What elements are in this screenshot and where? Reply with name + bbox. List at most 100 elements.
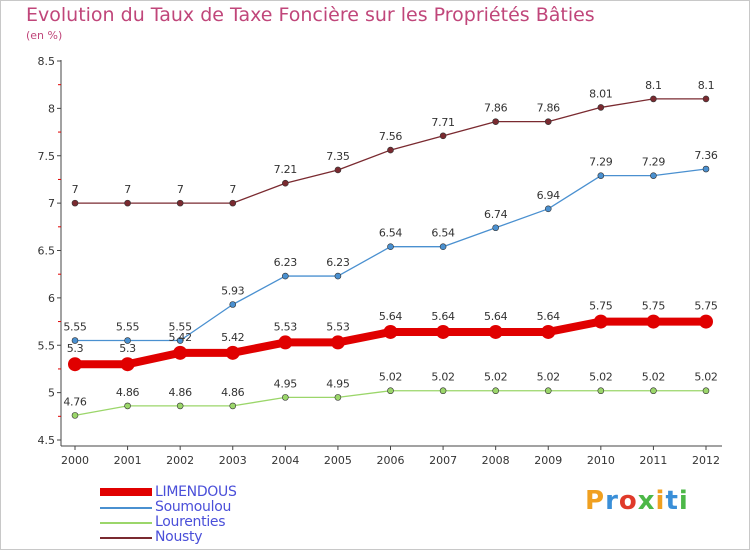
data-label-nousty: 7: [124, 183, 131, 196]
legend-label-limendous: LIMENDOUS: [155, 484, 237, 500]
data-label-soumoulou: 6.54: [379, 227, 403, 240]
data-label-lourenties: 4.95: [274, 377, 298, 390]
data-label-nousty: 8.1: [698, 79, 715, 92]
x-tick-label: 2006: [377, 454, 405, 467]
data-point-lourenties: [124, 402, 131, 410]
data-point-soumoulou: [176, 337, 184, 344]
data-point-lourenties: [282, 394, 289, 401]
data-label-limendous: 5.75: [694, 300, 718, 313]
y-tick-label: 8.5: [38, 55, 56, 68]
data-point-soumoulou: [334, 272, 342, 280]
data-point-lourenties: [229, 402, 237, 410]
data-point-nousty: [492, 118, 499, 125]
data-label-lourenties: 4.95: [326, 377, 350, 390]
data-label-nousty: 8.01: [589, 87, 612, 100]
data-label-soumoulou: 7.29: [589, 156, 613, 169]
legend-swatch-limendous: [100, 488, 152, 496]
data-label-nousty: 7.71: [431, 116, 454, 129]
data-label-soumoulou: 5.55: [116, 321, 140, 334]
data-label-soumoulou: 7.29: [642, 156, 666, 169]
data-point-soumoulou: [597, 172, 605, 179]
legend-swatch-lourenties: [100, 522, 152, 524]
legend-swatch-nousty: [100, 537, 152, 539]
data-label-nousty: 7: [177, 183, 184, 196]
data-point-lourenties: [597, 387, 605, 395]
data-point-nousty: [334, 166, 342, 174]
data-point-soumoulou: [71, 337, 79, 344]
y-tick-label: 4.5: [38, 434, 56, 447]
data-label-limendous: 5.42: [221, 331, 244, 344]
data-label-lourenties: 5.02: [484, 371, 507, 384]
data-label-soumoulou: 7.36: [694, 149, 718, 162]
data-point-soumoulou: [492, 224, 499, 232]
legend-swatch-soumoulou: [100, 507, 152, 509]
data-label-lourenties: 5.02: [379, 371, 402, 384]
data-point-soumoulou: [387, 243, 394, 251]
unit-label: (en %): [26, 29, 63, 42]
data-label-limendous: 5.3: [119, 342, 136, 355]
data-label-lourenties: 5.02: [589, 371, 612, 384]
logo-letter: i: [678, 486, 689, 516]
data-point-limendous: [278, 335, 293, 350]
data-label-lourenties: 5.02: [537, 371, 560, 384]
data-point-soumoulou: [702, 165, 710, 173]
data-point-lourenties: [176, 402, 184, 410]
data-point-lourenties: [439, 387, 447, 395]
data-point-nousty: [176, 199, 184, 207]
data-label-soumoulou: 6.23: [326, 256, 350, 269]
data-point-nousty: [229, 199, 237, 207]
x-tick-label: 2005: [324, 454, 352, 467]
data-label-limendous: 5.53: [274, 320, 298, 333]
x-tick-label: 2009: [534, 454, 562, 467]
data-point-limendous: [436, 324, 451, 339]
x-tick-label: 2004: [271, 454, 299, 467]
data-point-nousty: [597, 104, 605, 111]
data-label-nousty: 7.56: [379, 130, 403, 143]
y-tick-label: 5.5: [38, 339, 56, 352]
x-tick-label: 2012: [692, 454, 720, 467]
data-point-lourenties: [334, 394, 342, 401]
data-point-lourenties: [71, 412, 79, 419]
y-tick-label: 8: [48, 102, 55, 115]
logo-letter: x: [637, 486, 656, 516]
y-tick-label: 7: [48, 197, 55, 210]
data-point-limendous: [330, 335, 345, 350]
logo-letter: o: [618, 486, 638, 516]
data-point-nousty: [387, 146, 394, 154]
data-label-lourenties: 5.02: [431, 371, 454, 384]
logo-letter: t: [665, 486, 679, 516]
proxiti-logo: Proxiti: [585, 486, 689, 516]
chart-title: Evolution du Taux de Taxe Foncière sur l…: [26, 4, 595, 26]
y-tick-label: 7.5: [38, 150, 56, 163]
data-label-nousty: 8.1: [645, 79, 662, 92]
data-label-limendous: 5.64: [484, 310, 508, 323]
x-tick-label: 2000: [61, 454, 89, 467]
data-point-nousty: [544, 118, 552, 125]
data-point-lourenties: [702, 387, 710, 395]
data-label-soumoulou: 6.74: [484, 208, 508, 221]
y-tick-label: 6: [48, 292, 55, 305]
data-label-soumoulou: 5.55: [63, 321, 87, 334]
data-point-soumoulou: [544, 205, 552, 213]
data-point-nousty: [71, 199, 79, 207]
legend-label-soumoulou: Soumoulou: [155, 499, 232, 515]
x-tick-label: 2010: [587, 454, 615, 467]
x-tick-label: 2002: [166, 454, 194, 467]
legend-label-nousty: Nousty: [155, 529, 203, 545]
data-label-soumoulou: 6.23: [274, 256, 298, 269]
x-tick-label: 2003: [219, 454, 247, 467]
data-point-nousty: [124, 199, 131, 207]
data-label-limendous: 5.75: [642, 300, 666, 313]
data-label-nousty: 7: [72, 183, 79, 196]
data-label-lourenties: 4.86: [169, 386, 193, 399]
data-point-limendous: [593, 314, 608, 329]
x-tick-label: 2007: [429, 454, 457, 467]
data-label-limendous: 5.75: [589, 300, 613, 313]
data-label-limendous: 5.3: [67, 342, 84, 355]
data-label-soumoulou: 5.93: [221, 285, 245, 298]
logo-letter: i: [655, 486, 666, 516]
data-point-lourenties: [492, 387, 499, 395]
data-label-lourenties: 5.02: [642, 371, 665, 384]
logo-letter: r: [605, 486, 619, 516]
